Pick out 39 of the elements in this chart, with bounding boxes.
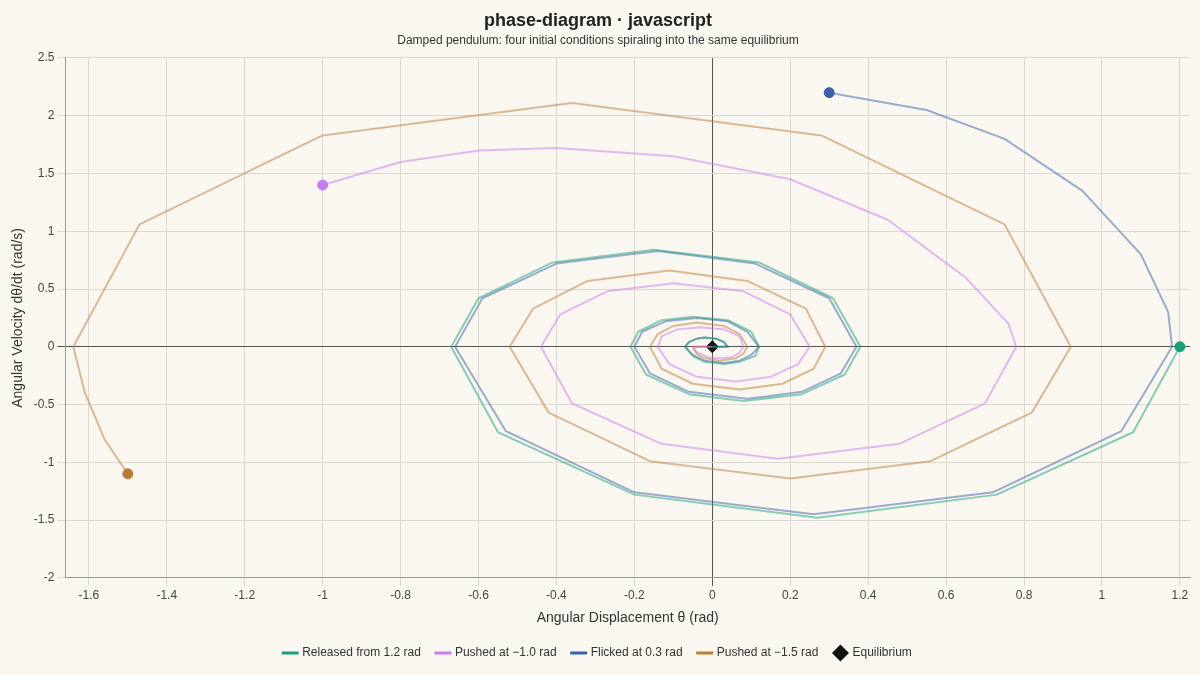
point xyxy=(705,340,719,354)
x-tick-label: -0.4 xyxy=(546,588,568,603)
x-axis-title: Angular Displacement θ (rad) xyxy=(536,609,719,626)
y-tick-label: -1 xyxy=(43,454,55,469)
x-tick-label: 0.6 xyxy=(937,588,955,603)
y-tick-label: 0.5 xyxy=(37,281,55,296)
y-tick-label: -1.5 xyxy=(33,512,55,527)
x-tick-label: 0.2 xyxy=(781,588,799,603)
y-tick-label: -2 xyxy=(43,570,55,585)
legend-label: Equilibrium xyxy=(852,645,912,660)
x-tick-label: 1.2 xyxy=(1171,588,1189,603)
x-tick-label: -0.8 xyxy=(390,588,412,603)
chart-subtitle: Damped pendulum: four initial conditions spiraling into the same equilibrium xyxy=(397,33,799,48)
x-tick-label: 1 xyxy=(1098,588,1106,603)
x-tick-label: -1.6 xyxy=(78,588,100,603)
y-tick-label: 2.5 xyxy=(37,50,55,65)
x-tick-label: 0.4 xyxy=(859,588,877,603)
x-tick-label: 0.8 xyxy=(1015,588,1033,603)
x-tick-label: -1 xyxy=(317,588,329,603)
x-tick-label: -1.4 xyxy=(156,588,178,603)
legend-label: Released from 1.2 rad xyxy=(302,645,421,660)
y-tick-label: -0.5 xyxy=(33,396,55,411)
x-tick-label: -1.2 xyxy=(234,588,256,603)
x-tick-label: 0 xyxy=(708,588,716,603)
x-tick-label: -0.6 xyxy=(468,588,490,603)
legend-label: Flicked at 0.3 rad xyxy=(590,645,683,660)
point xyxy=(317,179,329,191)
y-tick-label: 2 xyxy=(47,108,55,123)
legend-label: Pushed at −1.5 rad xyxy=(716,645,819,660)
point xyxy=(823,87,835,99)
point xyxy=(122,468,134,480)
legend-label: Pushed at −1.0 rad xyxy=(454,645,557,660)
point xyxy=(1174,341,1186,353)
x-tick-label: -0.2 xyxy=(624,588,646,603)
chart-title: phase-diagram · javascript xyxy=(483,9,713,30)
y-tick-label: 1.5 xyxy=(37,165,55,180)
y-tick-label: 0 xyxy=(47,339,55,354)
y-axis-title: Angular Velocity dθ/dt (rad/s) xyxy=(9,228,26,408)
y-tick-label: 1 xyxy=(47,223,55,238)
